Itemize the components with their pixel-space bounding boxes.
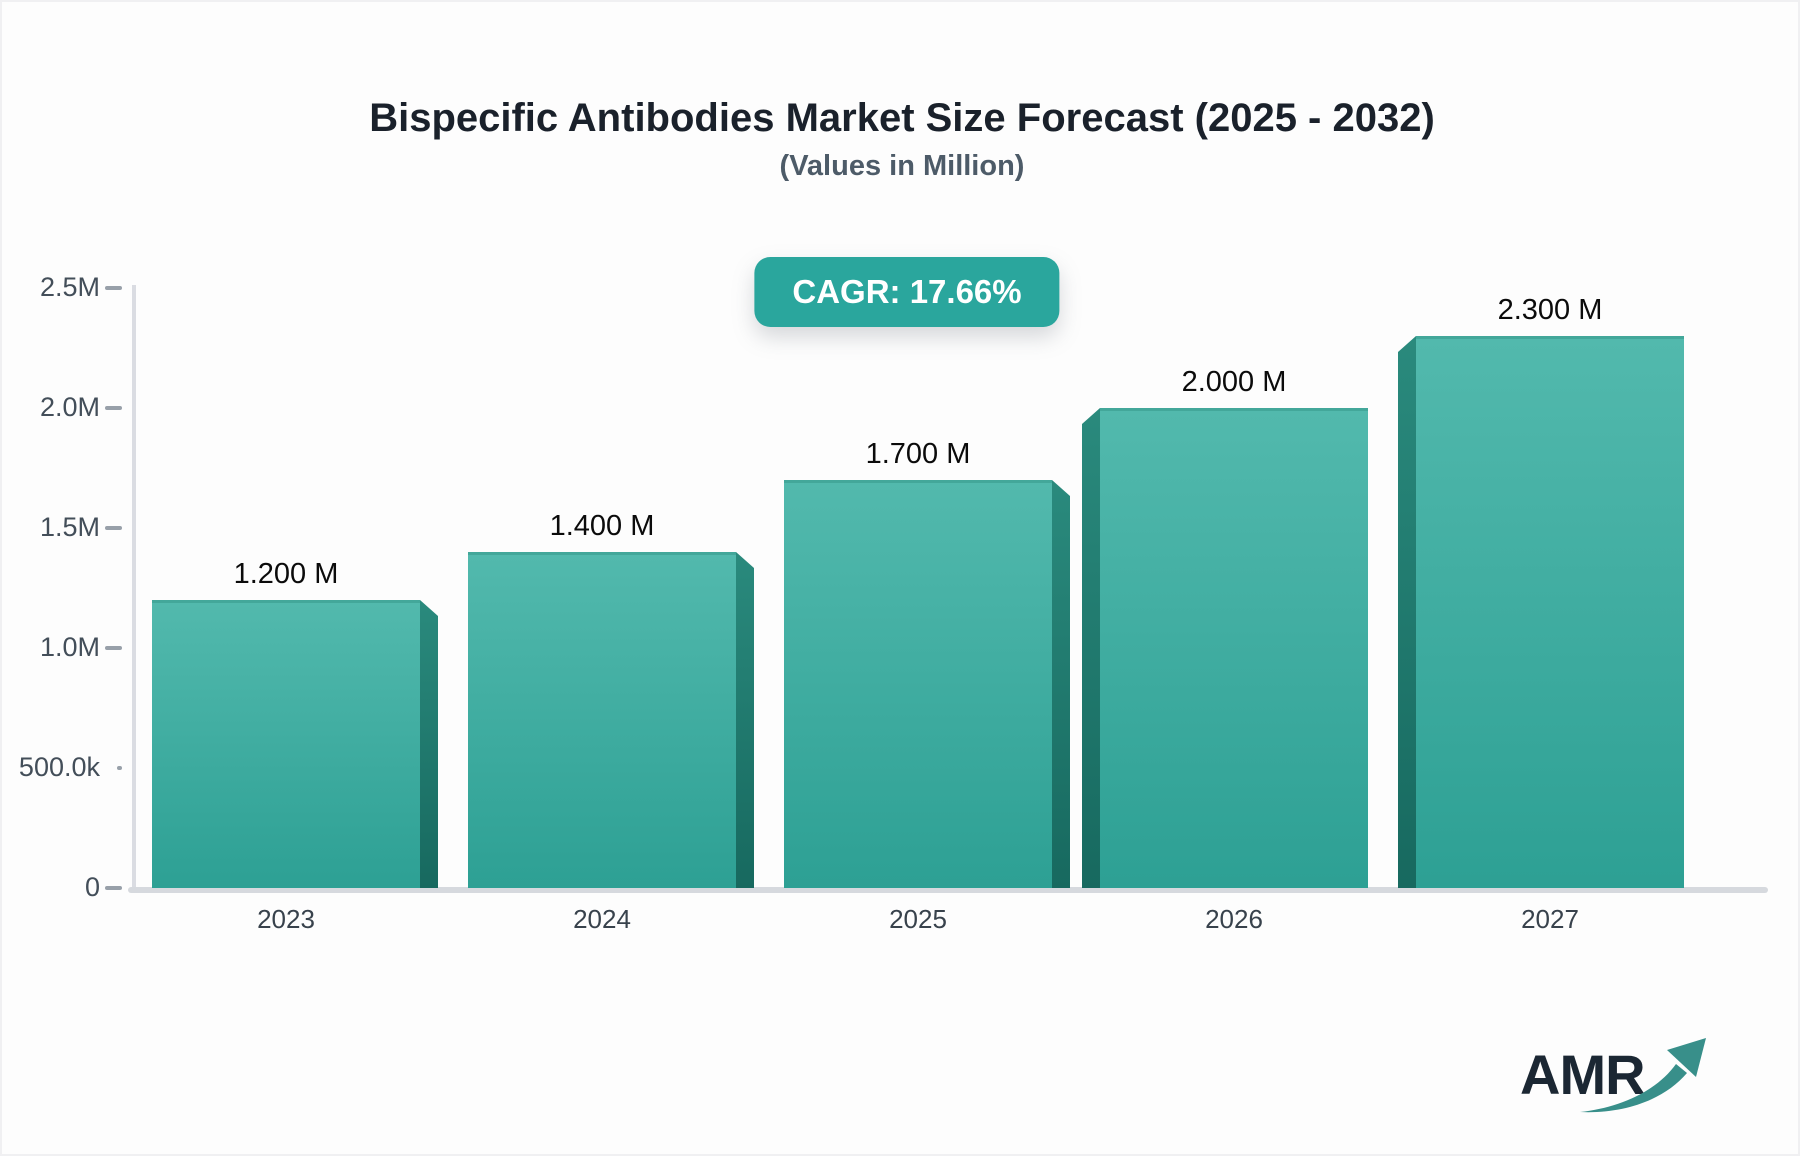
y-axis-tick (105, 646, 122, 650)
bar (1416, 336, 1684, 888)
x-axis-line (128, 887, 1768, 893)
bar (784, 480, 1052, 888)
x-axis-label: 2026 (1205, 904, 1263, 934)
chart-subtitle: (Values in Million) (779, 150, 1025, 182)
bar-value-label: 2.300 M (1497, 294, 1603, 326)
y-axis-tick (117, 766, 122, 770)
y-axis-line (132, 285, 136, 893)
bar (1100, 408, 1368, 888)
x-axis-label: 2027 (1521, 904, 1579, 934)
amr-logo: AMR (1520, 1038, 1706, 1113)
y-axis-tick-label: 2.0M (39, 392, 100, 422)
bar-3d-side (1082, 408, 1100, 888)
bar-value-label: 2.000 M (1181, 366, 1287, 398)
x-axis-label: 2023 (257, 904, 315, 934)
x-axis-label: 2025 (889, 904, 947, 934)
y-axis-tick-label: 500.0k (18, 752, 100, 782)
growth-arrow-head-icon (1667, 1038, 1706, 1077)
growth-arrow-icon (1580, 1064, 1687, 1113)
cagr-badge: CAGR: 17.66% (754, 257, 1060, 327)
bar (468, 552, 736, 888)
bar-value-label: 1.200 M (233, 558, 339, 590)
bar-3d-side (1398, 336, 1416, 888)
y-axis-tick-label: 0 (84, 872, 100, 902)
bar (152, 600, 420, 888)
y-axis-tick (105, 886, 122, 890)
bar-value-label: 1.700 M (865, 438, 971, 470)
bar-3d-side (736, 552, 754, 888)
amr-logo-text: AMR (1520, 1043, 1645, 1106)
y-axis-tick (105, 406, 122, 410)
y-axis-tick-label: 1.0M (39, 632, 100, 662)
y-axis-tick (105, 286, 122, 290)
y-axis-tick (105, 526, 122, 530)
bar-value-label: 1.400 M (549, 510, 655, 542)
bar-3d-side (1052, 480, 1070, 888)
bar-3d-side (420, 600, 438, 888)
chart-title: Bispecific Antibodies Market Size Foreca… (369, 96, 1435, 140)
y-axis-tick-label: 1.5M (39, 512, 100, 542)
x-axis-label: 2024 (573, 904, 631, 934)
y-axis-tick-label: 2.5M (39, 272, 100, 302)
